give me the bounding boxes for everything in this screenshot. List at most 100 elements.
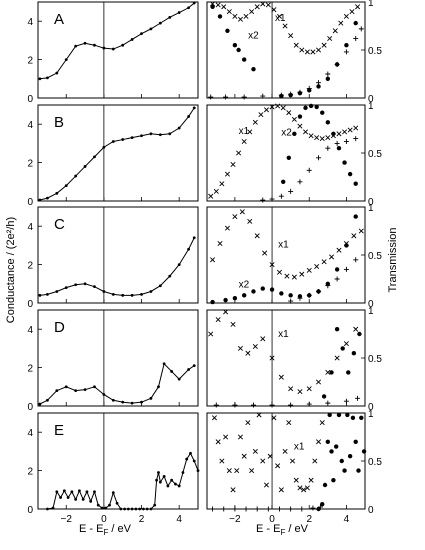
ylabel-right: Transmission: [387, 228, 399, 293]
panel-a-transmission: 0 0.5 1 x2 x1: [206, 0, 382, 105]
transmission-point-plus: [317, 504, 323, 510]
transmission-point-x: [321, 259, 327, 265]
transmission-point-x: [351, 233, 357, 239]
y-tick-label: 0.5: [368, 251, 382, 262]
transmission-point-dot: [333, 444, 339, 449]
y-tick-label: 0.5: [368, 149, 382, 160]
conductance-point: [187, 247, 190, 251]
transmission-point-x: [263, 107, 270, 113]
transmission-point-plus: [288, 188, 294, 194]
conductance-point: [102, 46, 106, 50]
transmission-point-dot: [316, 506, 321, 512]
transmission-point-dot: [329, 370, 334, 375]
transmission-point-dot: [241, 293, 247, 298]
conductance-point: [55, 389, 59, 393]
transmission-point-x: [291, 274, 297, 280]
transmission-point-dot: [342, 160, 347, 165]
plot-frame: [37, 1, 199, 99]
conductance-point: [145, 507, 149, 511]
x-tick-label: −2: [229, 514, 241, 525]
transmission-point-x: [267, 453, 273, 459]
transmission-point-x: [219, 458, 225, 464]
panel-d-conductance: 0 2 4 D: [27, 309, 199, 413]
transmission-point-plus: [325, 400, 331, 406]
plot-frame: [206, 104, 366, 202]
conductance-point: [38, 77, 42, 81]
conductance-point: [55, 290, 59, 293]
conductance-point: [55, 191, 59, 195]
transmission-point-dot: [316, 84, 321, 89]
transmission-point-dot: [308, 103, 314, 109]
transmission-point-dot: [286, 155, 291, 160]
transmission-point-x: [327, 35, 333, 41]
transmission-point-x: [237, 345, 243, 351]
conductance-point: [46, 196, 49, 200]
panel-letter: B: [54, 114, 64, 131]
transmission-point-x: [245, 350, 251, 356]
conductance-point: [46, 398, 49, 402]
y-tick-label: 1: [368, 101, 374, 112]
conductance-point: [121, 400, 125, 404]
panel-d-transmission: 0 0.5 1 x1: [206, 306, 382, 413]
panel-e-transmission: 0 0.5 1 −2 0 2 4 x1: [206, 409, 382, 525]
conductance-point: [149, 27, 153, 31]
conductance-point: [104, 506, 108, 510]
transmission-point-dot: [329, 449, 334, 454]
panel-c-transmission: 0 0.5 1 x1 x2: [206, 203, 382, 310]
conductance-point: [166, 484, 170, 488]
conductance-point: [51, 506, 55, 510]
panel-a-conductance: 0 2 4 A: [27, 1, 199, 105]
conductance-point: [81, 498, 85, 501]
conductance-point: [162, 362, 166, 366]
conductance-point: [149, 290, 153, 293]
transmission-point-x: [208, 193, 214, 199]
conductance-point: [140, 292, 143, 296]
transmission-point-x: [237, 434, 243, 440]
transmission-point-x: [306, 386, 312, 392]
transmission-point-dot: [251, 67, 256, 72]
transmission-point-dot: [281, 179, 286, 184]
transmission-point-x: [286, 110, 292, 116]
conductance-point: [123, 507, 126, 511]
transmission-point-dot: [361, 449, 367, 454]
conductance-point: [78, 489, 81, 493]
transmission-point-x: [254, 4, 260, 10]
conductance-point: [187, 368, 190, 371]
y-tick-label: 2: [27, 364, 33, 375]
transmission-point-dot: [303, 105, 308, 111]
transmission-point-dot: [320, 110, 325, 115]
ylabel-left: Conductance / (2e²/h): [5, 217, 17, 323]
conductance-point: [121, 43, 125, 47]
conductance-point: [157, 471, 160, 474]
multiplier-annotation: x1: [275, 13, 286, 24]
transmission-point-plus: [310, 505, 316, 511]
conductance-point: [108, 503, 111, 507]
transmission-point-plus: [334, 61, 340, 67]
transmission-point-x: [301, 487, 307, 493]
transmission-point-dot: [225, 28, 230, 33]
y-tick-label: 4: [27, 120, 33, 131]
plot-frame: [37, 206, 199, 304]
xlabel-right-unit: / eV: [285, 523, 308, 535]
y-tick-label: 2: [27, 261, 33, 272]
transmission-point-x: [289, 458, 296, 464]
conductance-point: [55, 490, 59, 494]
transmission-point-dot: [232, 43, 238, 48]
transmission-point-dot: [344, 43, 349, 48]
transmission-point-x: [312, 458, 318, 464]
conductance-line: [39, 2, 195, 80]
transmission-point-x: [286, 420, 292, 426]
transmission-point-x: [336, 247, 342, 253]
transmission-point-x: [219, 181, 225, 187]
conductance-point: [74, 174, 78, 178]
transmission-point-x: [297, 485, 303, 491]
transmission-point-x: [302, 129, 309, 135]
transmission-point-x: [284, 273, 290, 279]
y-tick-label: 1: [368, 306, 374, 317]
y-tick-label: 4: [27, 325, 33, 336]
conductance-point: [46, 76, 49, 80]
conductance-point: [83, 282, 87, 286]
conductance-point: [158, 284, 162, 288]
transmission-point-plus: [325, 71, 331, 77]
plot-frame: [37, 309, 199, 407]
